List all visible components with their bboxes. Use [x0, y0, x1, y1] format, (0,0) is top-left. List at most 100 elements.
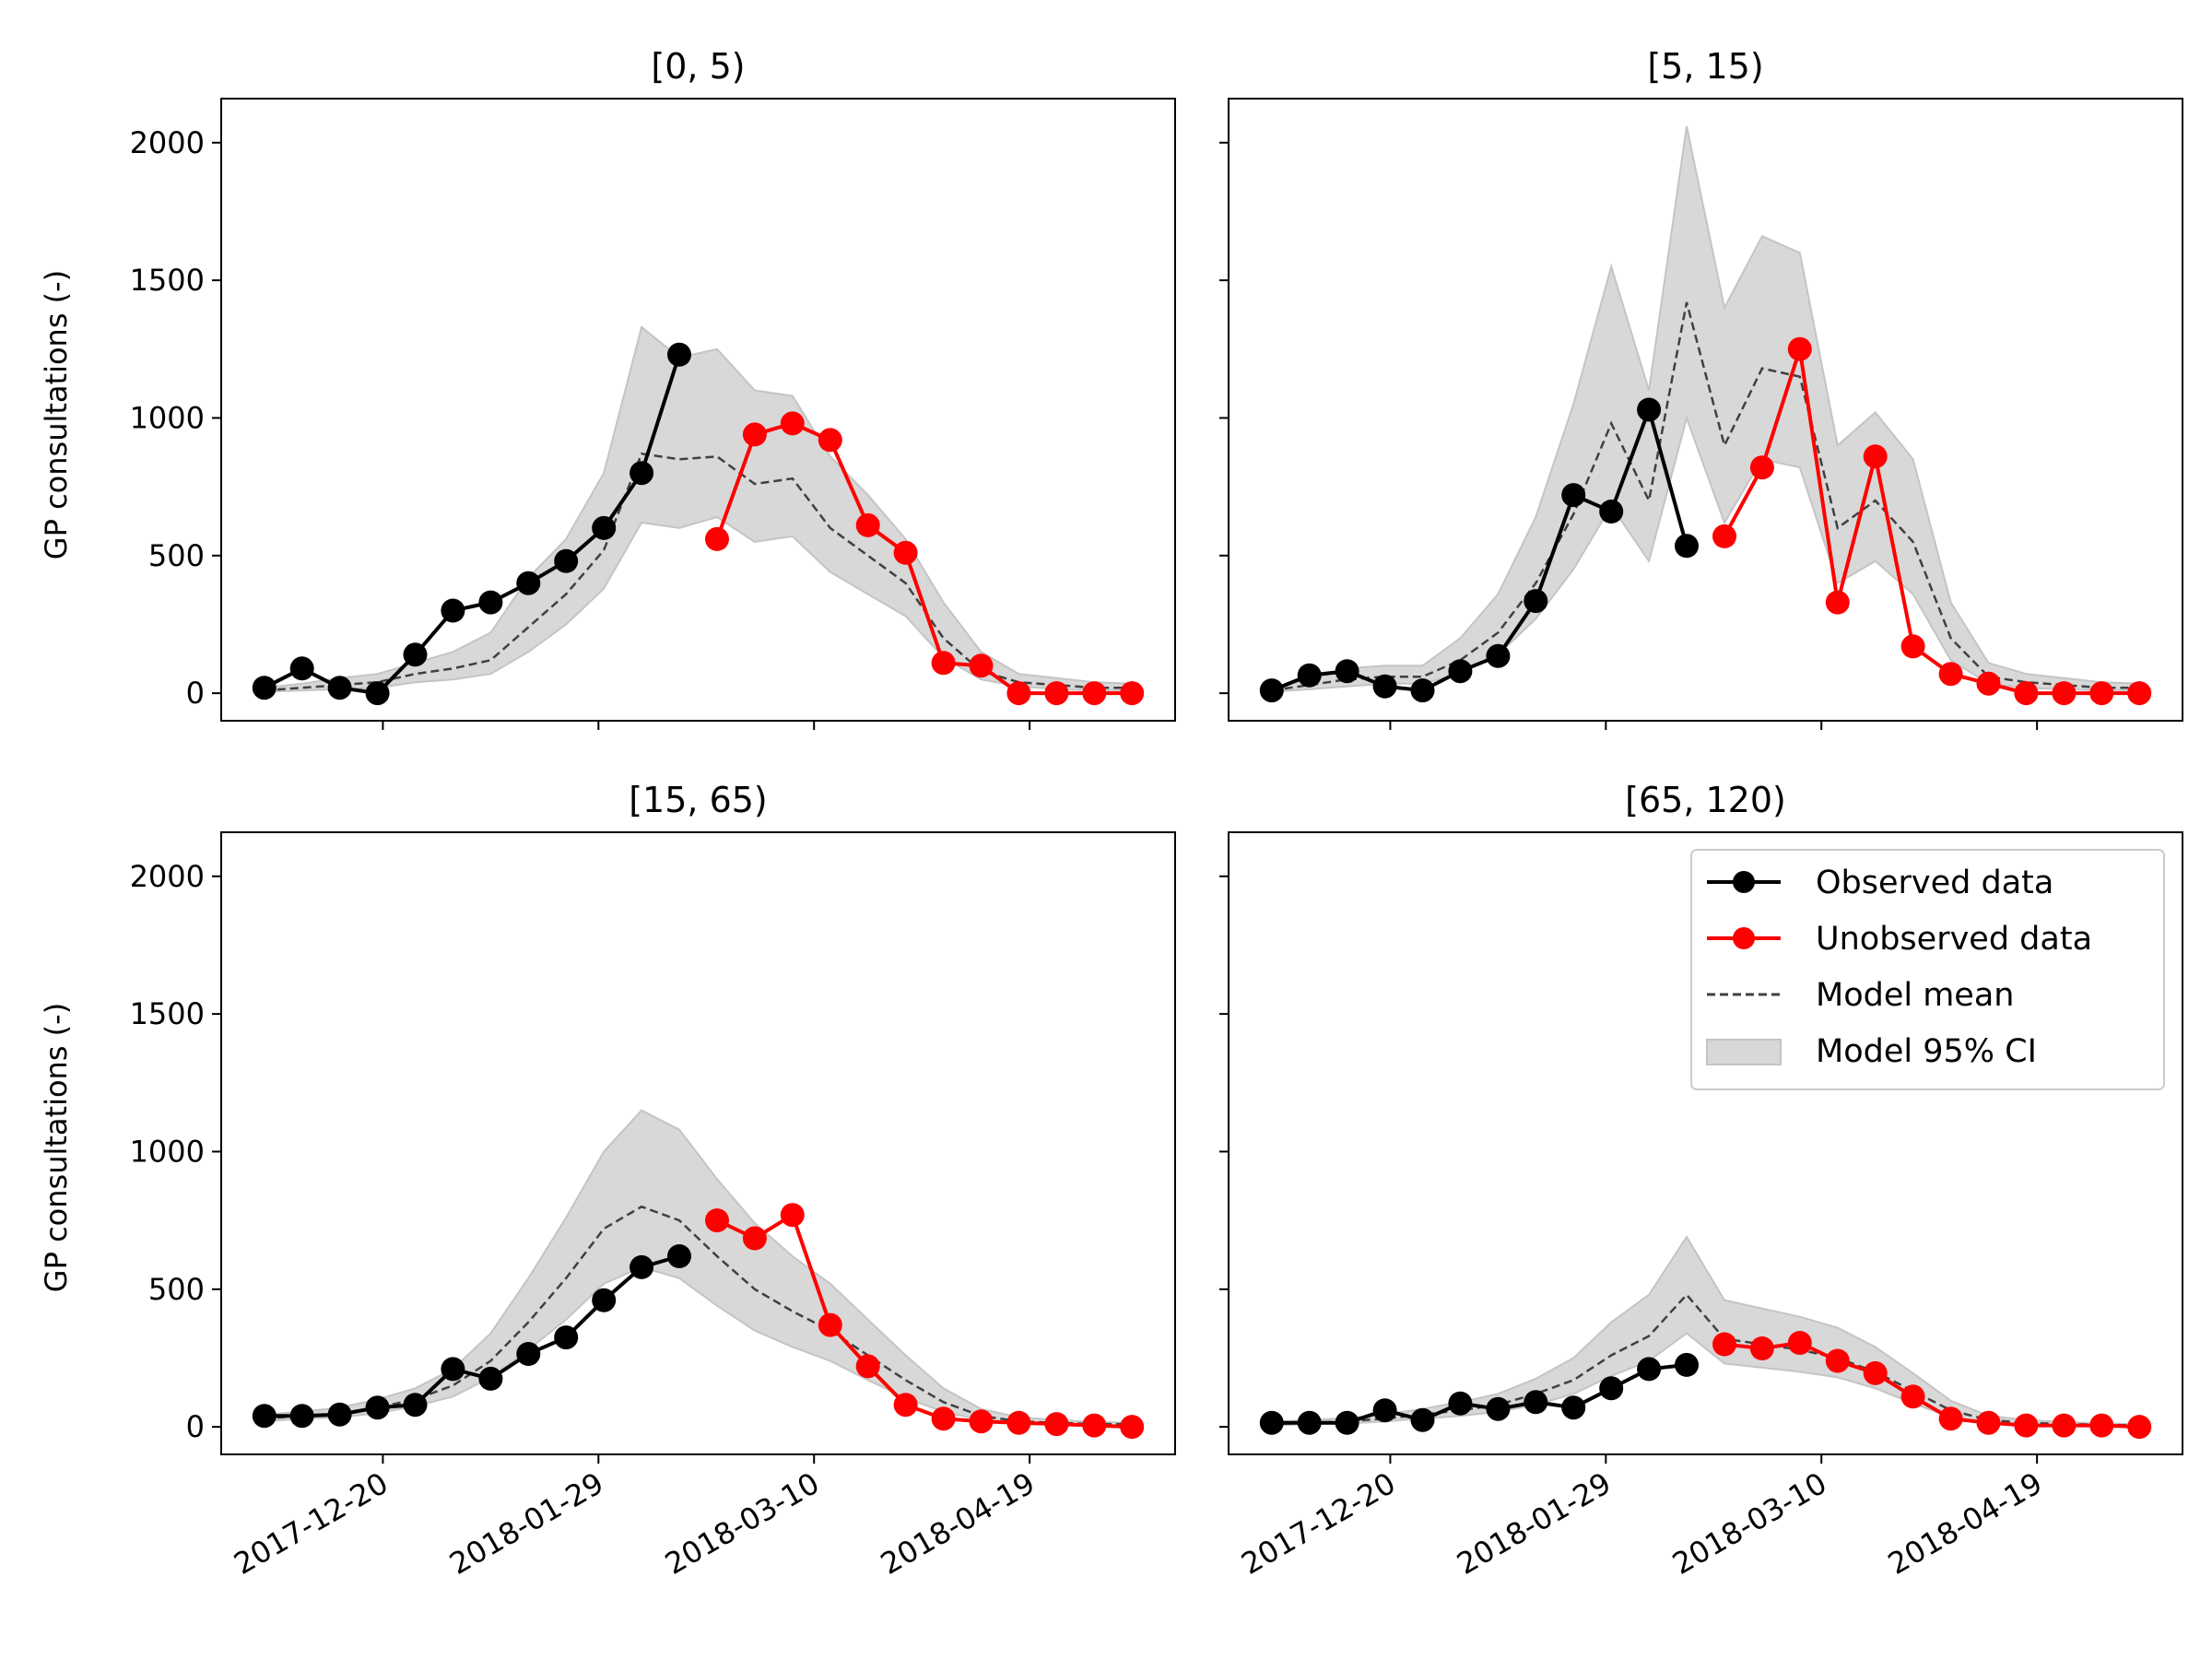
- observed-point: [1372, 674, 1397, 699]
- plot-area: [252, 1109, 1145, 1440]
- unobserved-point: [2089, 681, 2114, 706]
- unobserved-point: [2052, 681, 2077, 706]
- observed-point: [1675, 1352, 1699, 1377]
- observed-point: [289, 1404, 314, 1429]
- y-tick-label: 1000: [130, 400, 205, 435]
- unobserved-point: [1976, 671, 2001, 696]
- unobserved-point: [855, 512, 880, 537]
- unobserved-point: [1863, 444, 1888, 469]
- legend-ci-label: Model 95% CI: [1816, 1033, 2037, 1070]
- unobserved-point: [2127, 1415, 2152, 1440]
- unobserved-point: [931, 651, 956, 676]
- legend-frame: [1690, 849, 2165, 1090]
- legend: Observed data Unobserved data Model mean…: [1690, 849, 2165, 1090]
- observed-point: [441, 1357, 465, 1382]
- unobserved-point: [780, 411, 805, 436]
- observed-point: [1410, 678, 1435, 703]
- observed-point: [629, 461, 654, 486]
- unobserved-point: [818, 1312, 842, 1337]
- unobserved-point: [2052, 1413, 2077, 1438]
- y-tick-label: 500: [148, 1272, 205, 1307]
- unobserved-point: [1044, 1412, 1069, 1437]
- unobserved-point: [1044, 681, 1069, 706]
- observed-point: [289, 656, 314, 681]
- legend-unobserved-label: Unobserved data: [1816, 921, 2092, 958]
- observed-point: [403, 1393, 428, 1418]
- observed-point: [667, 1244, 691, 1268]
- panel-0-5: 0 500 1000 1500 2000 [0, 5): [130, 46, 1176, 730]
- legend-unobserved-marker: [1733, 927, 1755, 949]
- y-tick-label: 0: [186, 1409, 205, 1444]
- observed-point: [592, 1288, 617, 1312]
- panel-title: [15, 65): [629, 780, 768, 820]
- observed-point: [478, 1366, 503, 1391]
- y-tick-label: 0: [186, 676, 205, 711]
- unobserved-point: [893, 540, 918, 565]
- unobserved-point: [1006, 681, 1031, 706]
- axes-frame: [1228, 98, 2183, 722]
- legend-ci-swatch: [1706, 1039, 1782, 1065]
- observed-point: [516, 1342, 541, 1366]
- observed-point: [1259, 1410, 1284, 1435]
- unobserved-point: [1787, 1331, 1812, 1355]
- axes-frame: [1228, 831, 2183, 1455]
- unobserved-point: [1082, 681, 1107, 706]
- unobserved-point: [2014, 1413, 2039, 1438]
- y-tick-label: 2000: [130, 125, 205, 160]
- unobserved-point: [1938, 662, 1963, 687]
- panel-title: [5, 15): [1647, 46, 1763, 87]
- observed-point: [667, 342, 691, 367]
- unobserved-point: [1900, 634, 1925, 659]
- unobserved-point: [1825, 1348, 1850, 1373]
- observed-point: [1599, 1376, 1624, 1401]
- unobserved-point: [855, 1354, 880, 1379]
- observed-point: [327, 1402, 352, 1427]
- unobserved-point: [1120, 1415, 1145, 1440]
- observed-point: [1637, 397, 1662, 422]
- unobserved-point: [969, 1409, 994, 1434]
- observed-point: [252, 1404, 276, 1429]
- plot-area: [1259, 1235, 2152, 1440]
- unobserved-point: [705, 1208, 729, 1233]
- unobserved-point: [1006, 1410, 1031, 1435]
- observed-point: [365, 1395, 390, 1420]
- unobserved-point: [742, 422, 767, 447]
- observed-point: [554, 1325, 579, 1350]
- unobserved-point: [1863, 1360, 1888, 1385]
- unobserved-point: [1900, 1384, 1925, 1409]
- observed-point: [252, 676, 276, 700]
- observed-point: [1410, 1407, 1435, 1432]
- panel-5-15: [5, 15): [1219, 46, 2183, 730]
- unobserved-point: [1825, 590, 1850, 615]
- observed-point: [365, 681, 390, 706]
- unobserved-point: [1712, 1332, 1736, 1357]
- unobserved-point: [742, 1226, 767, 1251]
- unobserved-point: [780, 1203, 805, 1228]
- legend-observed-marker: [1733, 871, 1755, 893]
- observed-point: [1524, 589, 1548, 614]
- legend-mean-label: Model mean: [1816, 977, 2014, 1014]
- plot-area: [1259, 125, 2152, 706]
- unobserved-point: [1082, 1413, 1107, 1438]
- observed-point: [403, 642, 428, 667]
- observed-point: [1448, 659, 1473, 684]
- unobserved-point: [893, 1393, 918, 1418]
- observed-point: [478, 590, 503, 615]
- unobserved-point: [1938, 1406, 1963, 1431]
- observed-point: [1599, 500, 1624, 524]
- panel-title: [0, 5): [651, 46, 745, 87]
- y-tick-label: 1000: [130, 1134, 205, 1169]
- observed-point: [554, 548, 579, 573]
- observed-point: [1372, 1398, 1397, 1423]
- unobserved-point: [2127, 681, 2152, 706]
- y-axis-label-bottom: GP consultations (-): [39, 1003, 74, 1292]
- y-tick-label: 1500: [130, 996, 205, 1031]
- observed-point: [1486, 643, 1511, 668]
- observed-point: [516, 571, 541, 595]
- observed-point: [1675, 534, 1699, 559]
- unobserved-point: [2089, 1413, 2114, 1438]
- unobserved-point: [969, 653, 994, 678]
- y-tick-label: 2000: [130, 859, 205, 894]
